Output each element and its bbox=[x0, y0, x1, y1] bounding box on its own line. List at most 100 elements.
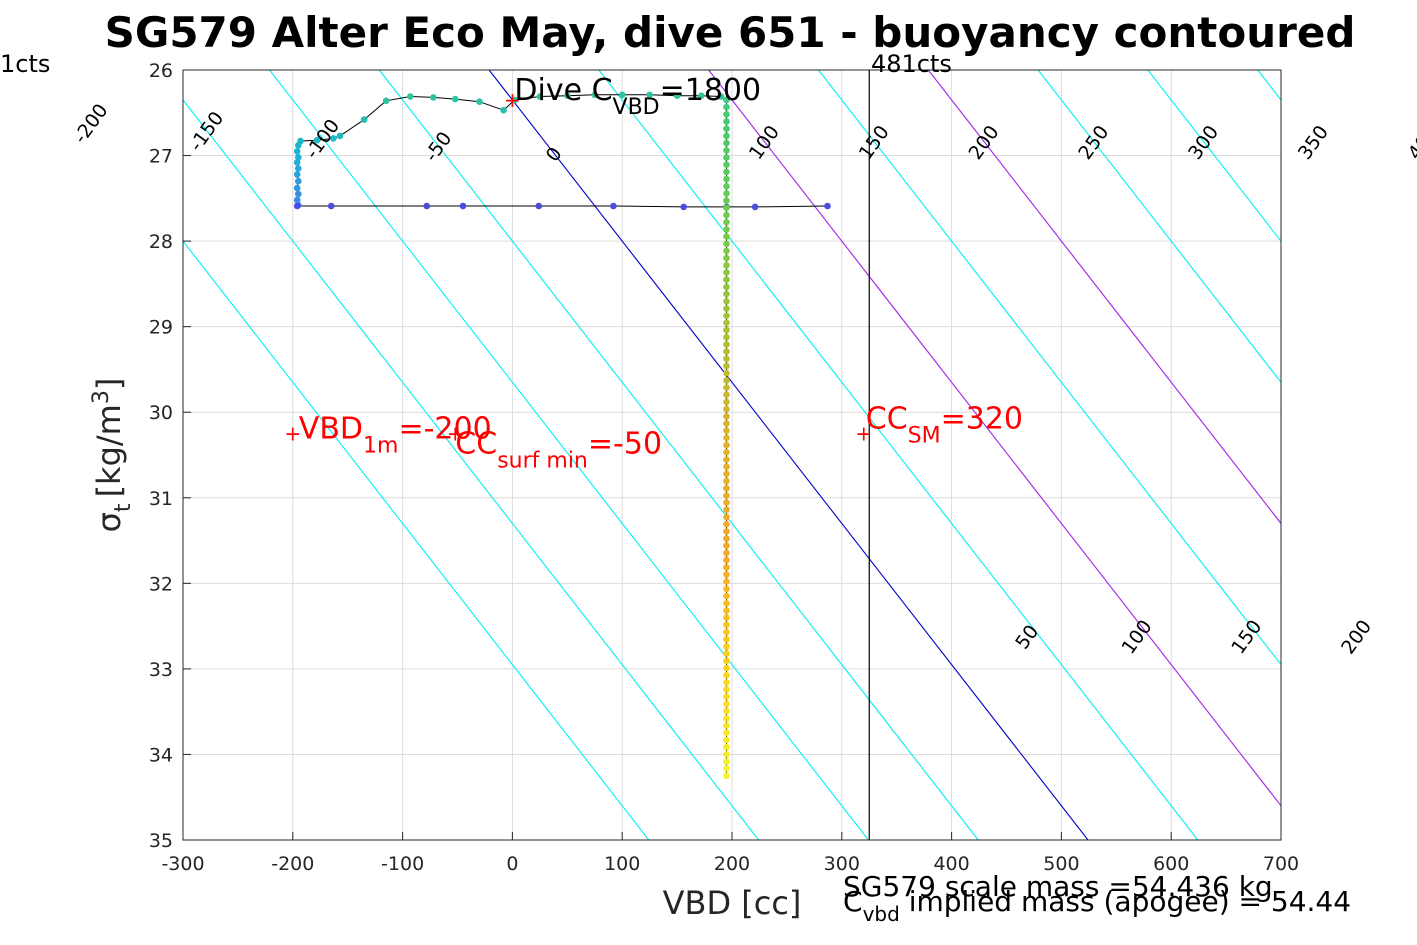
data-point bbox=[610, 202, 617, 210]
annotation-marker: + bbox=[284, 422, 301, 446]
data-point bbox=[723, 240, 730, 248]
annotation-value: =-50 bbox=[588, 427, 662, 462]
data-point bbox=[723, 233, 730, 240]
data-point bbox=[723, 103, 730, 111]
data-point bbox=[511, 96, 518, 104]
data-point bbox=[723, 362, 730, 370]
y-tick-label: 33 bbox=[149, 659, 173, 681]
contour-line bbox=[1147, 70, 1281, 243]
data-point bbox=[723, 312, 730, 320]
data-point bbox=[591, 91, 599, 99]
data-point bbox=[723, 679, 730, 686]
annotation-subscript: SM bbox=[908, 424, 941, 449]
y-tick-label: 27 bbox=[149, 146, 173, 168]
data-point bbox=[295, 190, 302, 198]
data-point bbox=[723, 377, 730, 384]
data-point bbox=[723, 111, 730, 118]
data-point bbox=[723, 671, 730, 679]
data-point bbox=[336, 132, 344, 140]
data-point bbox=[723, 635, 730, 643]
data-point bbox=[723, 168, 730, 176]
data-point bbox=[751, 203, 759, 211]
data-point bbox=[723, 686, 730, 693]
contour-line bbox=[927, 70, 1281, 525]
buoyancy-contours bbox=[183, 70, 1281, 840]
y-axis-label: σt [kg/m3] bbox=[89, 378, 136, 533]
data-point bbox=[723, 556, 730, 564]
data-point bbox=[723, 161, 730, 168]
annotation-value: =-200 bbox=[398, 412, 491, 447]
data-point bbox=[723, 226, 730, 233]
data-point bbox=[723, 535, 730, 542]
data-point bbox=[430, 94, 437, 101]
data-point bbox=[360, 116, 368, 123]
data-point bbox=[723, 650, 730, 657]
data-point bbox=[723, 736, 730, 744]
data-point bbox=[723, 441, 730, 449]
data-point bbox=[723, 693, 730, 700]
contour-line bbox=[598, 70, 1199, 840]
data-point bbox=[452, 95, 459, 103]
data-point bbox=[723, 513, 730, 521]
x-tick-label: 500 bbox=[1043, 853, 1079, 875]
footer-c: C bbox=[843, 885, 863, 918]
y-tick-label: 31 bbox=[149, 488, 173, 510]
data-point bbox=[723, 125, 730, 132]
data-point bbox=[423, 202, 431, 210]
data-point bbox=[313, 136, 321, 144]
x-tick-label: -300 bbox=[161, 853, 204, 875]
data-point bbox=[723, 628, 730, 636]
data-point bbox=[723, 175, 730, 183]
contour-line bbox=[708, 70, 1281, 807]
data-point bbox=[723, 348, 730, 355]
y-tick-label: 34 bbox=[149, 744, 173, 766]
contour-line bbox=[183, 99, 760, 840]
data-point bbox=[723, 154, 730, 161]
data-point bbox=[723, 369, 730, 377]
y-tick-label: 26 bbox=[149, 60, 173, 82]
footer-implied-mass: Cvbd implied mass (apogee) = 54.44 bbox=[843, 885, 1351, 926]
data-point bbox=[536, 93, 544, 100]
data-point bbox=[723, 528, 730, 535]
corner-label-left: 1cts bbox=[0, 50, 50, 78]
y-tick-label: 32 bbox=[149, 573, 173, 595]
data-point bbox=[723, 722, 730, 729]
data-point bbox=[723, 269, 730, 276]
data-point bbox=[618, 91, 626, 99]
data-point bbox=[723, 420, 730, 427]
data-point bbox=[723, 434, 730, 442]
annotation-subscript: surf min bbox=[497, 449, 588, 474]
data-point bbox=[723, 456, 730, 463]
data-point bbox=[327, 202, 335, 210]
contour-line bbox=[488, 70, 1089, 840]
axis-ticks: -300 -200 -100 0 100 200 300 400 500 600 700 26 27 28… bbox=[149, 60, 1299, 875]
data-point bbox=[723, 391, 730, 399]
data-point bbox=[476, 98, 483, 105]
data-point bbox=[723, 147, 730, 154]
annotation-subscript: 1m bbox=[363, 434, 398, 459]
data-point bbox=[723, 506, 730, 514]
data-point bbox=[723, 700, 730, 708]
data-point bbox=[723, 715, 730, 722]
data-point bbox=[723, 413, 730, 420]
contour-line bbox=[183, 240, 650, 840]
data-point bbox=[680, 203, 687, 211]
data-point bbox=[723, 319, 730, 327]
footer-implied-text: implied mass (apogee) = 54.44 bbox=[900, 885, 1351, 918]
data-point bbox=[723, 664, 730, 672]
data-point bbox=[723, 211, 730, 219]
data-point bbox=[646, 91, 653, 99]
contour-line bbox=[818, 70, 1281, 666]
data-point bbox=[500, 106, 507, 114]
data-point bbox=[535, 202, 543, 210]
footer-scale-mass: SG579 scale mass =54.436 kg bbox=[843, 870, 1273, 903]
data-point bbox=[723, 118, 730, 125]
data-point bbox=[293, 148, 301, 155]
corner-label-right: 481cts bbox=[871, 50, 952, 78]
annotation-marker: + bbox=[504, 88, 521, 112]
data-point bbox=[295, 165, 302, 172]
data-point bbox=[293, 196, 301, 204]
annotation-label: VBD1m=-200 bbox=[299, 412, 492, 459]
data-point bbox=[723, 470, 730, 478]
